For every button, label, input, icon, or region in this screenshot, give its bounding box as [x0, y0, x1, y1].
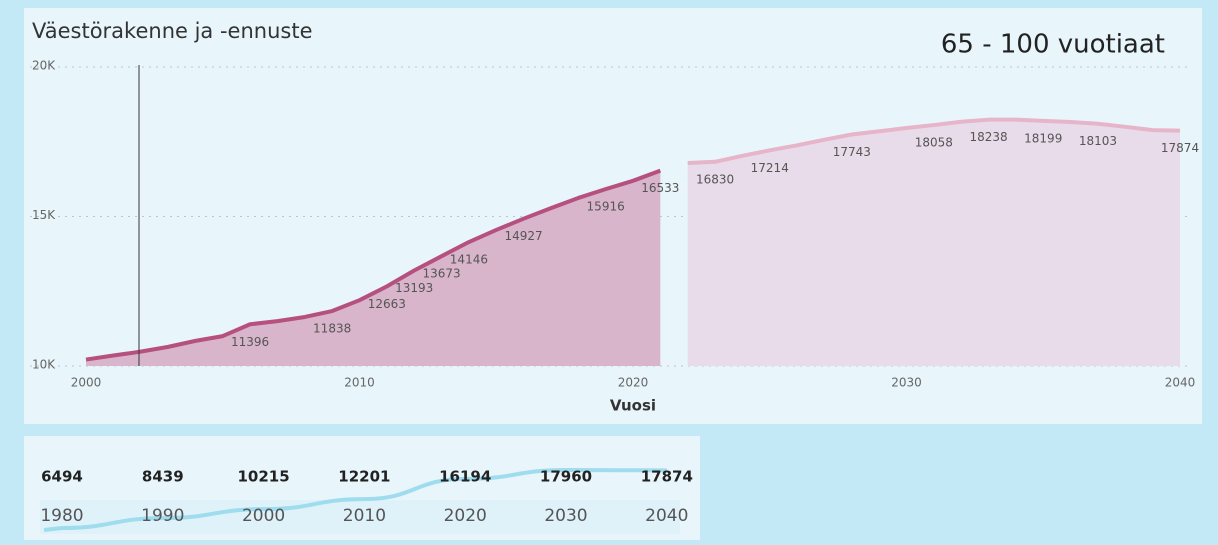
value-label: 6494	[41, 468, 83, 486]
data-label: 11838	[313, 322, 351, 336]
dashboard: Väestörakenne ja -ennuste 65 - 100 vuoti…	[0, 0, 1218, 545]
data-label: 14927	[505, 229, 543, 243]
year-label: 2010	[343, 506, 386, 526]
y-tick-label: 10K	[32, 358, 56, 372]
data-label: 16830	[696, 172, 734, 186]
value-label: 16194	[439, 468, 491, 486]
chart-title: Väestörakenne ja -ennuste	[32, 19, 313, 43]
data-label: 11396	[231, 335, 269, 349]
value-label: 12201	[338, 468, 390, 486]
data-label: 18103	[1079, 134, 1117, 148]
data-label: 13673	[422, 267, 460, 281]
x-axis-title: Vuosi	[610, 397, 656, 415]
data-label: 13193	[395, 281, 433, 295]
y-tick-label: 20K	[32, 59, 56, 73]
x-tick-label: 2040	[1165, 376, 1196, 390]
data-label: 17874	[1161, 141, 1199, 155]
year-label: 2000	[242, 506, 285, 526]
data-label: 18238	[969, 130, 1007, 144]
data-label: 16533	[641, 181, 679, 195]
y-tick-label: 15K	[32, 208, 56, 222]
header: 65 - 100 vuotiaat	[941, 30, 1165, 60]
value-label: 10215	[238, 468, 290, 486]
data-label: 18199	[1024, 131, 1062, 145]
data-label: 15916	[587, 200, 625, 214]
data-label: 12663	[368, 297, 406, 311]
data-label: 14146	[450, 253, 488, 267]
value-label: 8439	[142, 468, 184, 486]
x-tick-label: 2000	[71, 376, 102, 390]
data-label: 18058	[915, 136, 953, 150]
value-label: 17874	[641, 468, 693, 486]
year-label: 1980	[40, 506, 83, 526]
data-label: 17214	[751, 161, 789, 175]
year-label: 1990	[141, 506, 184, 526]
data-label: 17743	[833, 145, 871, 159]
x-tick-label: 2020	[618, 376, 649, 390]
page: Väestörakenne ja -ennuste 65 - 100 vuoti…	[0, 0, 1218, 545]
year-label: 2020	[444, 506, 487, 526]
value-label: 17960	[540, 468, 592, 486]
x-tick-label: 2030	[891, 376, 922, 390]
x-tick-label: 2010	[344, 376, 375, 390]
year-label: 2040	[645, 506, 688, 526]
area-fill	[688, 120, 1180, 366]
year-label: 2030	[544, 506, 587, 526]
